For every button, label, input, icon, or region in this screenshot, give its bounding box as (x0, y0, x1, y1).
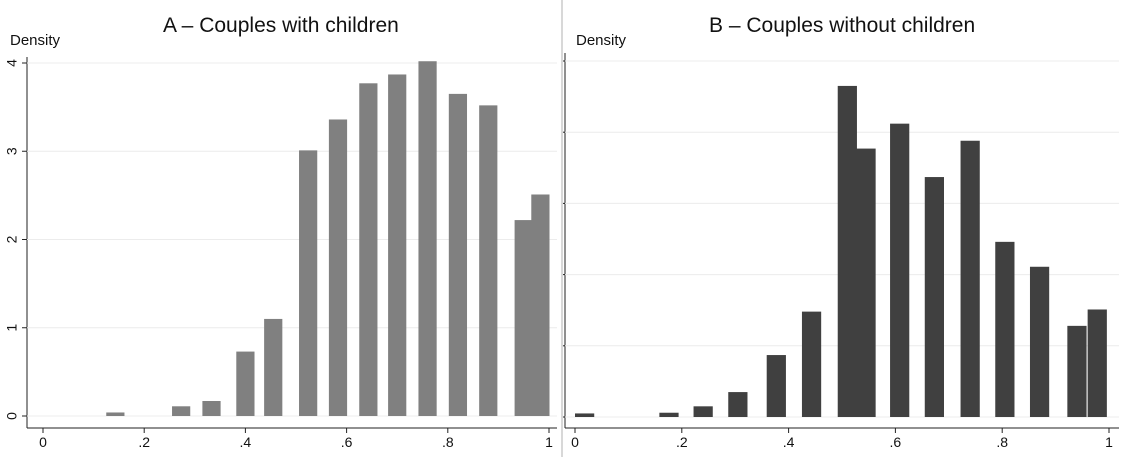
y-tick-label: 2 (4, 235, 20, 243)
histogram-bar (418, 61, 436, 416)
histogram-bar (202, 401, 220, 416)
histogram-bar (388, 74, 406, 416)
y-tick-label: 4 (4, 59, 20, 67)
x-tick-label: .4 (783, 434, 795, 450)
histogram-bar (449, 94, 467, 416)
y-tick-label: 1 (4, 324, 20, 332)
histogram-bar (264, 319, 282, 416)
x-tick-label: .6 (341, 434, 353, 450)
x-tick-label: .8 (996, 434, 1008, 450)
y-tick-label: 0 (4, 412, 20, 420)
histogram-bar (856, 149, 875, 417)
histogram-bar (329, 119, 347, 416)
histogram-b: 0123450.2.4.6.81 (563, 0, 1126, 457)
histogram-bar (575, 413, 594, 417)
histogram-bar (299, 150, 317, 416)
x-tick-label: 1 (545, 434, 553, 450)
histogram-a: 0 1 2 3 4 0 .2 .4 .6 .8 1 (0, 0, 561, 457)
histogram-bar (802, 312, 821, 417)
histogram-bar (515, 220, 533, 416)
panel-b: B – Couples without children Density 012… (563, 0, 1126, 457)
histogram-bar (1088, 309, 1107, 417)
histogram-bar (728, 392, 747, 417)
histogram-bar (1067, 326, 1086, 417)
x-tick-label: 1 (1105, 434, 1113, 450)
histogram-bar (1030, 267, 1049, 417)
histogram-bar (531, 194, 549, 416)
x-tick-label: 0 (571, 434, 579, 450)
histogram-bar (961, 141, 980, 417)
histogram-bar (172, 406, 190, 416)
histogram-bar (359, 83, 377, 416)
histogram-bar (479, 105, 497, 416)
histogram-bar (838, 86, 857, 417)
histogram-bar (694, 406, 713, 417)
x-tick-label: .2 (138, 434, 150, 450)
histogram-bar (659, 413, 678, 417)
y-tick-label: 3 (4, 147, 20, 155)
histogram-bar (106, 412, 124, 416)
histogram-bar (236, 352, 254, 416)
x-tick-label: .8 (442, 434, 454, 450)
histogram-bar (767, 355, 786, 417)
histogram-bar (925, 177, 944, 417)
x-tick-label: .6 (890, 434, 902, 450)
x-tick-label: .2 (676, 434, 688, 450)
histogram-bar (995, 242, 1014, 417)
x-tick-label: 0 (39, 434, 47, 450)
x-tick-label: .4 (240, 434, 252, 450)
histogram-bar (890, 124, 909, 417)
